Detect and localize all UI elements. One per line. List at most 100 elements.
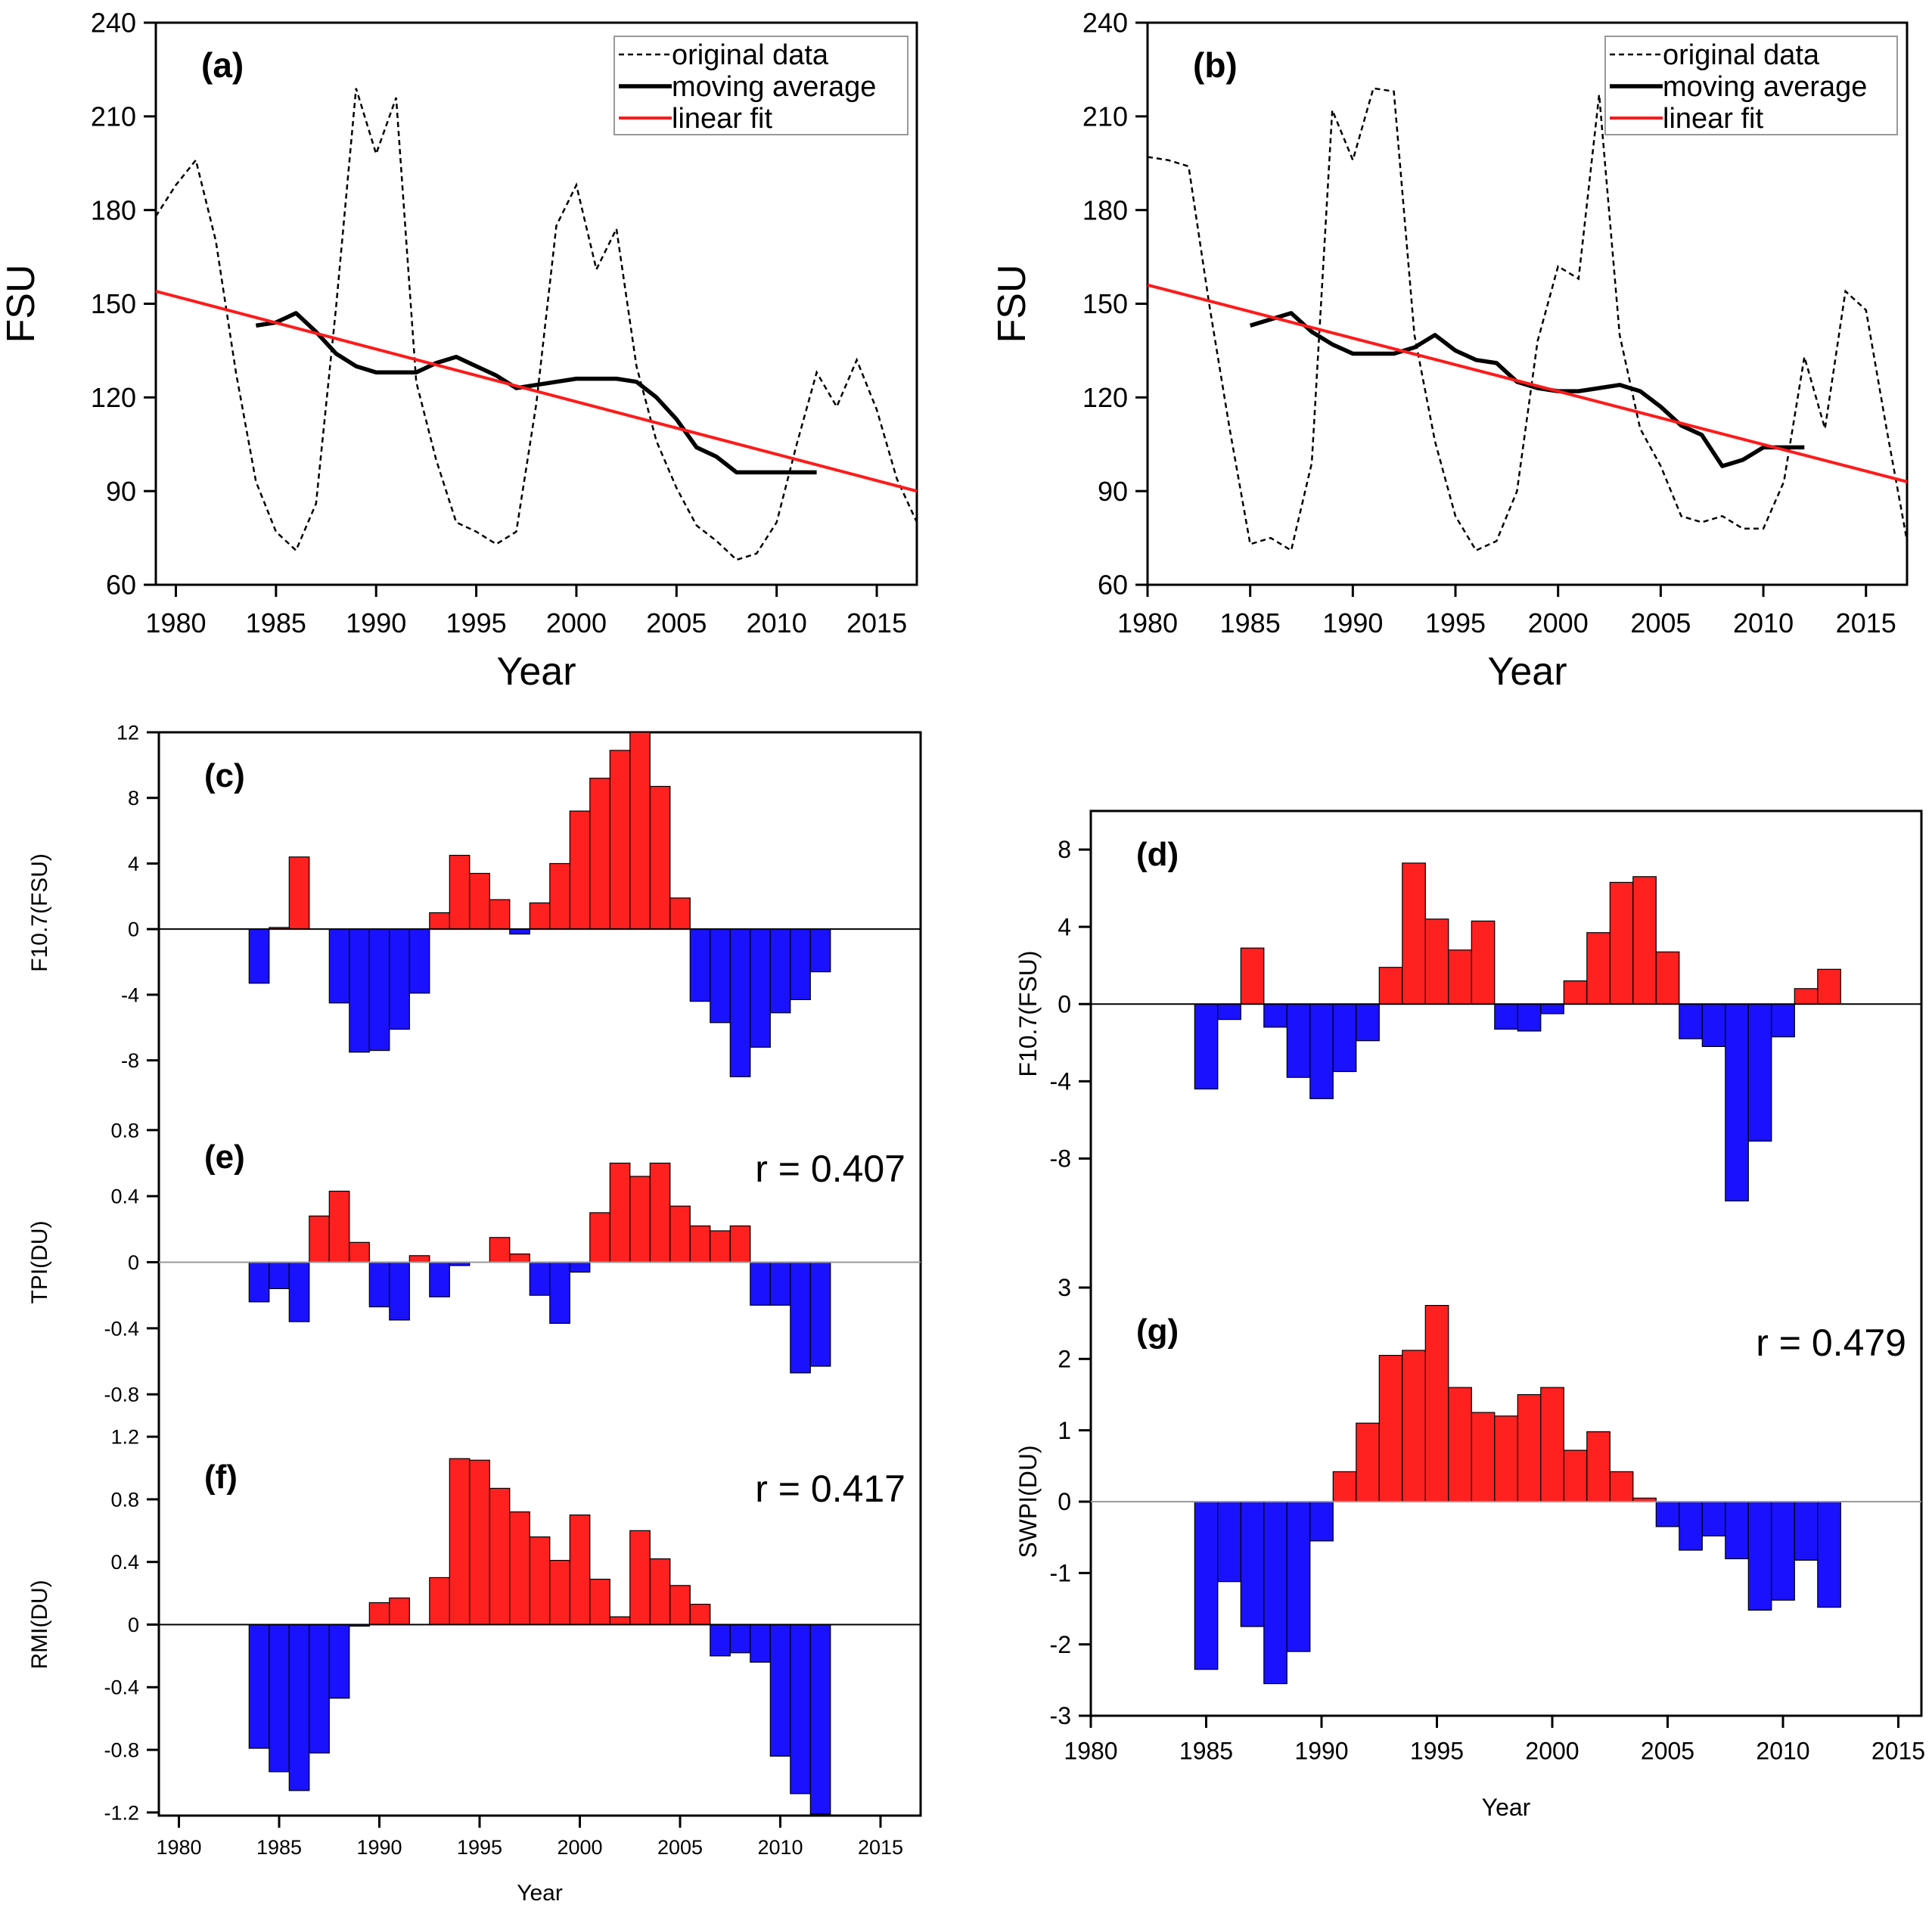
bar-1991 [389,1597,410,1626]
bar-2009 [750,1261,771,1306]
bar-2011 [1794,1501,1819,1561]
xtick-label: 1980 [156,1836,201,1859]
bar-2005 [1655,951,1680,1005]
y-axis-title: F10.7(FSU) [27,853,52,972]
xtick-label: 2015 [858,1836,903,1859]
bar-2001 [1563,980,1588,1005]
xtick-label: 2015 [846,607,907,638]
bar-1998 [1494,1415,1518,1502]
xtick-label: 2010 [1733,607,1794,638]
ytick-label: 12 [116,721,139,744]
xtick-label: 1990 [346,607,406,638]
bar-2011 [790,1261,811,1374]
ytick-label: -2 [1050,1631,1071,1658]
bar-1995 [1424,918,1449,1005]
bar-1992 [408,928,430,994]
correlation-annotation: r = 0.417 [755,1468,905,1510]
ytick-label: -0.8 [104,1384,139,1406]
correlation-annotation: r = 0.479 [1756,1322,1906,1364]
x-axis-title: Year [496,650,576,694]
y-axis-title: SWPI(DU) [1014,1445,1042,1558]
bar-1996 [489,899,511,930]
bar-2005 [669,1205,691,1263]
bar-1993 [429,1577,450,1626]
xtick-label: 1980 [1064,1738,1117,1765]
bar-1988 [328,928,350,1004]
ytick-label: 120 [91,382,136,413]
x-axis-title: Year [1487,650,1567,694]
ytick-label: 0 [128,1251,139,1274]
bar-1984 [248,928,270,984]
xtick-label: 2000 [546,607,607,638]
bar-1988 [328,1623,350,1699]
ytick-label: 3 [1058,1274,1071,1301]
bar-2001 [1563,1449,1588,1502]
ytick-label: 0 [128,918,139,941]
ytick-label: 2 [1058,1346,1071,1373]
ytick-label: 4 [128,853,139,875]
ytick-label: -0.4 [104,1317,139,1340]
y-axis-title: FSU [0,265,43,343]
bar-2005 [669,897,691,930]
bar-1988 [328,1190,350,1263]
bar-1999 [1517,1003,1542,1032]
bar-1998 [529,1261,551,1296]
ytick-label: 60 [106,570,136,601]
series-linear-fit [155,290,918,493]
ytick-label: 60 [1098,570,1128,601]
bar-2012 [1817,968,1841,1005]
bar-1999 [549,1560,570,1626]
bar-1986 [288,1623,310,1791]
bar-2012 [1817,1501,1841,1608]
bar-1986 [288,1261,310,1322]
bar-1987 [1240,947,1265,1005]
bar-1987 [309,1623,330,1754]
bar-1995 [469,1459,490,1626]
bar-2001 [589,1578,610,1626]
xtick-label: 2005 [1641,1738,1694,1765]
ytick-label: 0.8 [110,1119,139,1142]
bar-2005 [669,1585,691,1626]
bar-1997 [1471,920,1496,1005]
bar-2007 [710,1230,731,1263]
bar-1995 [1424,1304,1449,1502]
ytick-label: 1.2 [110,1426,139,1449]
bar-2003 [629,732,651,930]
series-moving-average [1249,311,1805,468]
bar-2000 [569,1514,591,1626]
legend-label: original data [1663,39,1820,71]
bar-1998 [1494,1003,1518,1030]
xtick-label: 1995 [446,607,507,638]
xtick-label: 1990 [1294,1738,1348,1765]
bar-2008 [729,928,751,1077]
bar-2010 [769,1623,791,1757]
xtick-label: 1985 [256,1836,302,1859]
ytick-label: 0.8 [110,1488,139,1511]
bar-1993 [429,1261,450,1297]
y-axis-title: F10.7(FSU) [1014,950,1042,1077]
bar-1984 [248,1623,270,1749]
xtick-label: 1980 [145,607,206,638]
bar-1997 [1471,1412,1496,1502]
bar-2008 [1725,1003,1749,1202]
bar-2002 [1586,932,1611,1005]
legend-label: linear fit [1663,103,1763,135]
bar-1988 [1263,1003,1287,1028]
ytick-label: -1 [1050,1560,1071,1587]
y-axis-title: TPI(DU) [27,1221,52,1304]
ytick-label: 90 [1098,476,1128,507]
bar-2010 [769,1261,791,1306]
panel-label: (b) [1193,45,1238,85]
xtick-label: 1990 [1322,607,1383,638]
ytick-label: 0.4 [110,1551,139,1574]
ytick-label: -4 [121,983,139,1006]
bar-1987 [309,1215,330,1263]
xtick-label: 1995 [1425,607,1486,638]
bar-2008 [1725,1501,1749,1560]
bar-2003 [1609,1471,1634,1502]
bar-2000 [569,1261,591,1273]
panel-label: (g) [1136,1313,1179,1350]
ytick-label: 150 [1082,288,1128,319]
bar-1999 [549,1261,570,1324]
bar-2009 [1747,1003,1772,1142]
